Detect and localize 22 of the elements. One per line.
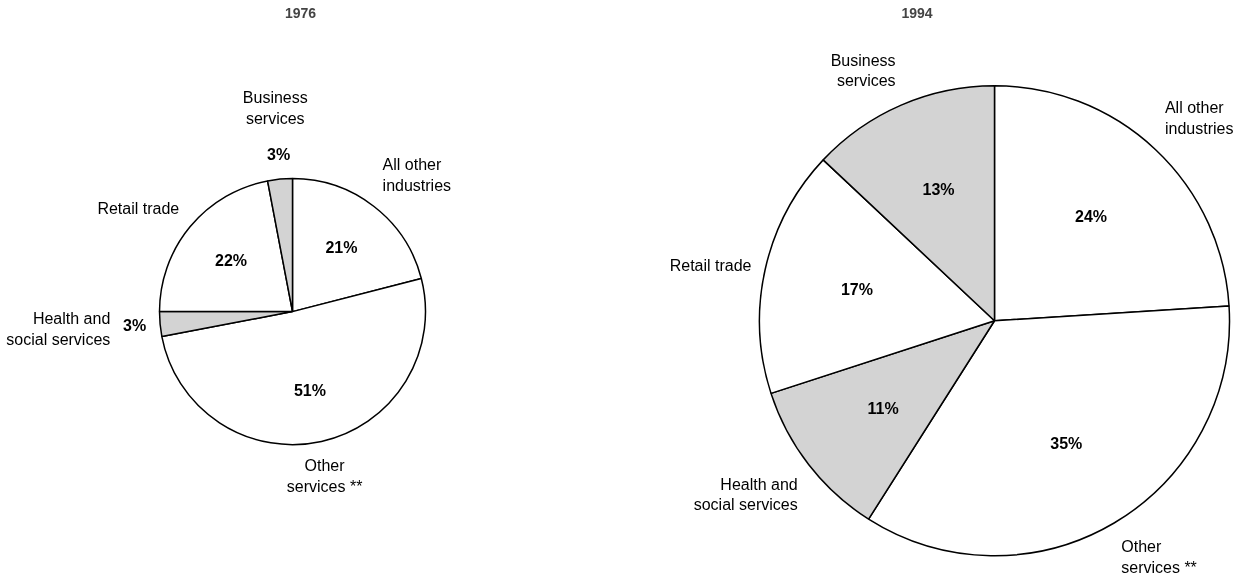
chart-title: 1994: [901, 4, 933, 21]
slice-label: Business services: [830, 51, 896, 89]
slice-label: Other services **: [286, 457, 363, 495]
slice-label: Health and social services: [693, 475, 798, 513]
slice-label: Other services **: [1121, 538, 1197, 576]
data-label: 35%: [1050, 435, 1083, 453]
slice-label: All other industries: [1164, 99, 1233, 137]
data-label: 3%: [123, 317, 147, 335]
data-label: 24%: [1075, 207, 1108, 225]
slice-label: All other industries: [382, 156, 452, 194]
data-label: 3%: [267, 146, 291, 164]
data-label: 22%: [215, 251, 248, 269]
data-label: 11%: [867, 399, 899, 417]
data-label: 21%: [325, 239, 358, 257]
slice-label: Health and social services: [6, 310, 111, 348]
slice-label: Retail trade: [669, 257, 752, 275]
data-label: 51%: [293, 382, 326, 400]
data-label: 17%: [840, 281, 873, 299]
chart-title: 1976: [284, 4, 317, 21]
data-label: 13%: [922, 180, 955, 198]
slice-label: Business services: [242, 89, 308, 127]
slice-label: Retail trade: [97, 199, 180, 217]
